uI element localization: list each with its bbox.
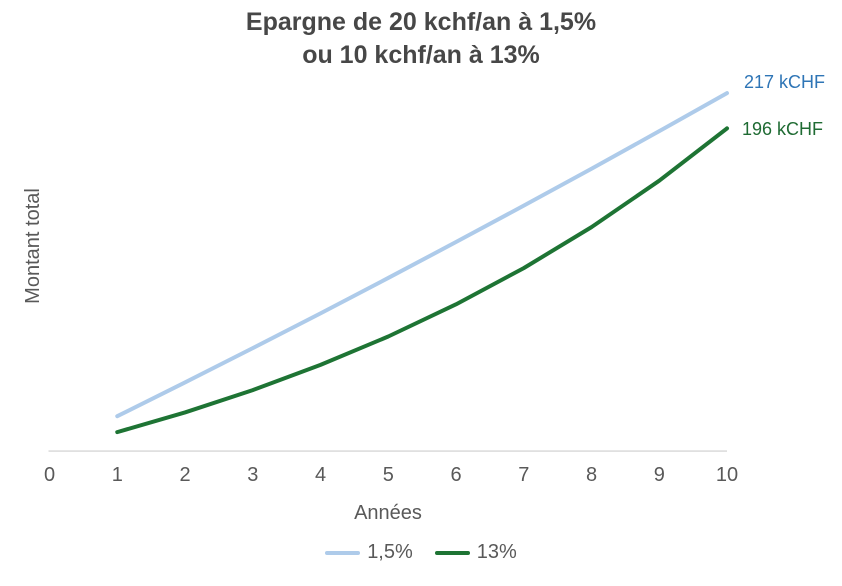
chart-title-line1: Epargne de 20 kchf/an à 1,5% [245,8,597,36]
legend-item-1-5pct: 1,5% [325,541,413,564]
x-tick-label: 0 [43,464,56,486]
x-tick-label: 5 [382,464,394,486]
x-tick-label: 10 [715,464,739,486]
x-tick-label: 9 [653,464,665,486]
legend-line-swatch-13pct [434,550,470,555]
chart-title-line2: ou 10 kchf/an à 13% [302,41,540,69]
legend-label-13pct: 13% [476,541,517,563]
x-tick-label: 2 [179,464,191,486]
line-series-13pct [115,126,729,435]
line-series-1-5pct [115,91,729,419]
chart-title: Epargne de 20 kchf/an à 1,5% ou 10 kchf/… [0,6,842,72]
x-tick-label: 8 [585,464,598,486]
legend-item-13pct: 13% [434,541,517,564]
end-value-label-1-5pct: 217 kCHF [744,72,826,92]
x-axis-title: Années [354,502,422,524]
x-tick-label: 4 [314,464,327,486]
legend-label-1-5pct: 1,5% [367,541,413,563]
x-tick-label: 3 [247,464,259,486]
end-value-label-13pct: 196 kCHF [742,119,824,139]
legend-line-swatch-1-5pct [325,550,361,555]
x-tick-label: 1 [111,464,123,486]
legend: 1,5% 13% [0,541,842,564]
x-tick-label: 7 [518,464,530,486]
x-tick-label: 6 [450,464,462,486]
